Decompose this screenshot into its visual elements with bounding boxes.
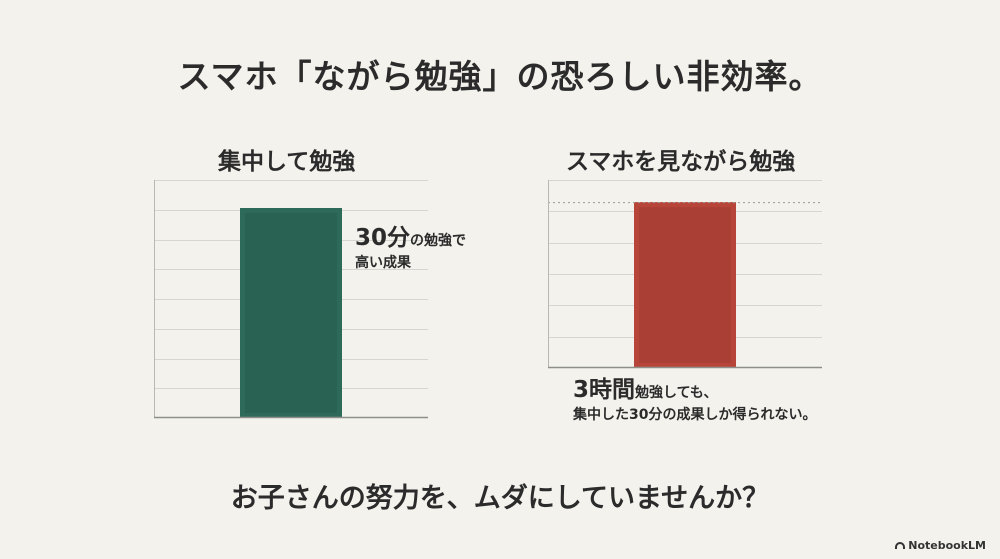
- bar-fill: [240, 208, 342, 418]
- brand-name: NotebookLM: [908, 539, 986, 552]
- bar: [240, 208, 342, 418]
- focused-study-duration: 30分: [355, 225, 411, 251]
- phone-study-chart: [548, 180, 822, 369]
- bar-inner: [245, 213, 337, 413]
- brand-logo: NotebookLM: [895, 539, 986, 552]
- phone-study-annotation: 3時間勉強しても、 集中した30分の成果しか得られない。: [573, 376, 816, 424]
- bar-inner: [639, 207, 731, 363]
- left-chart-title: 集中して勉強: [218, 149, 356, 175]
- phone-study-result: 集中した30分の成果しか得られない。: [573, 406, 817, 423]
- focused-study-result: 高い成果: [355, 254, 411, 271]
- phone-study-note: 勉強しても、: [635, 385, 718, 401]
- footer-question: お子さんの努力を、ムダにしていませんか？: [230, 483, 770, 514]
- page-title: スマホ「ながら勉強」の恐ろしい非効率。: [177, 57, 823, 96]
- focused-study-chart: [154, 180, 428, 419]
- focused-study-annotation: 30分の勉強で 高い成果: [355, 224, 466, 272]
- right-chart-title: スマホを見ながら勉強: [566, 149, 796, 175]
- notebooklm-icon: [895, 542, 906, 549]
- focused-study-note: の勉強で: [410, 233, 467, 249]
- phone-study-duration: 3時間: [573, 377, 636, 403]
- bar: [634, 202, 736, 368]
- bar-fill: [634, 202, 736, 368]
